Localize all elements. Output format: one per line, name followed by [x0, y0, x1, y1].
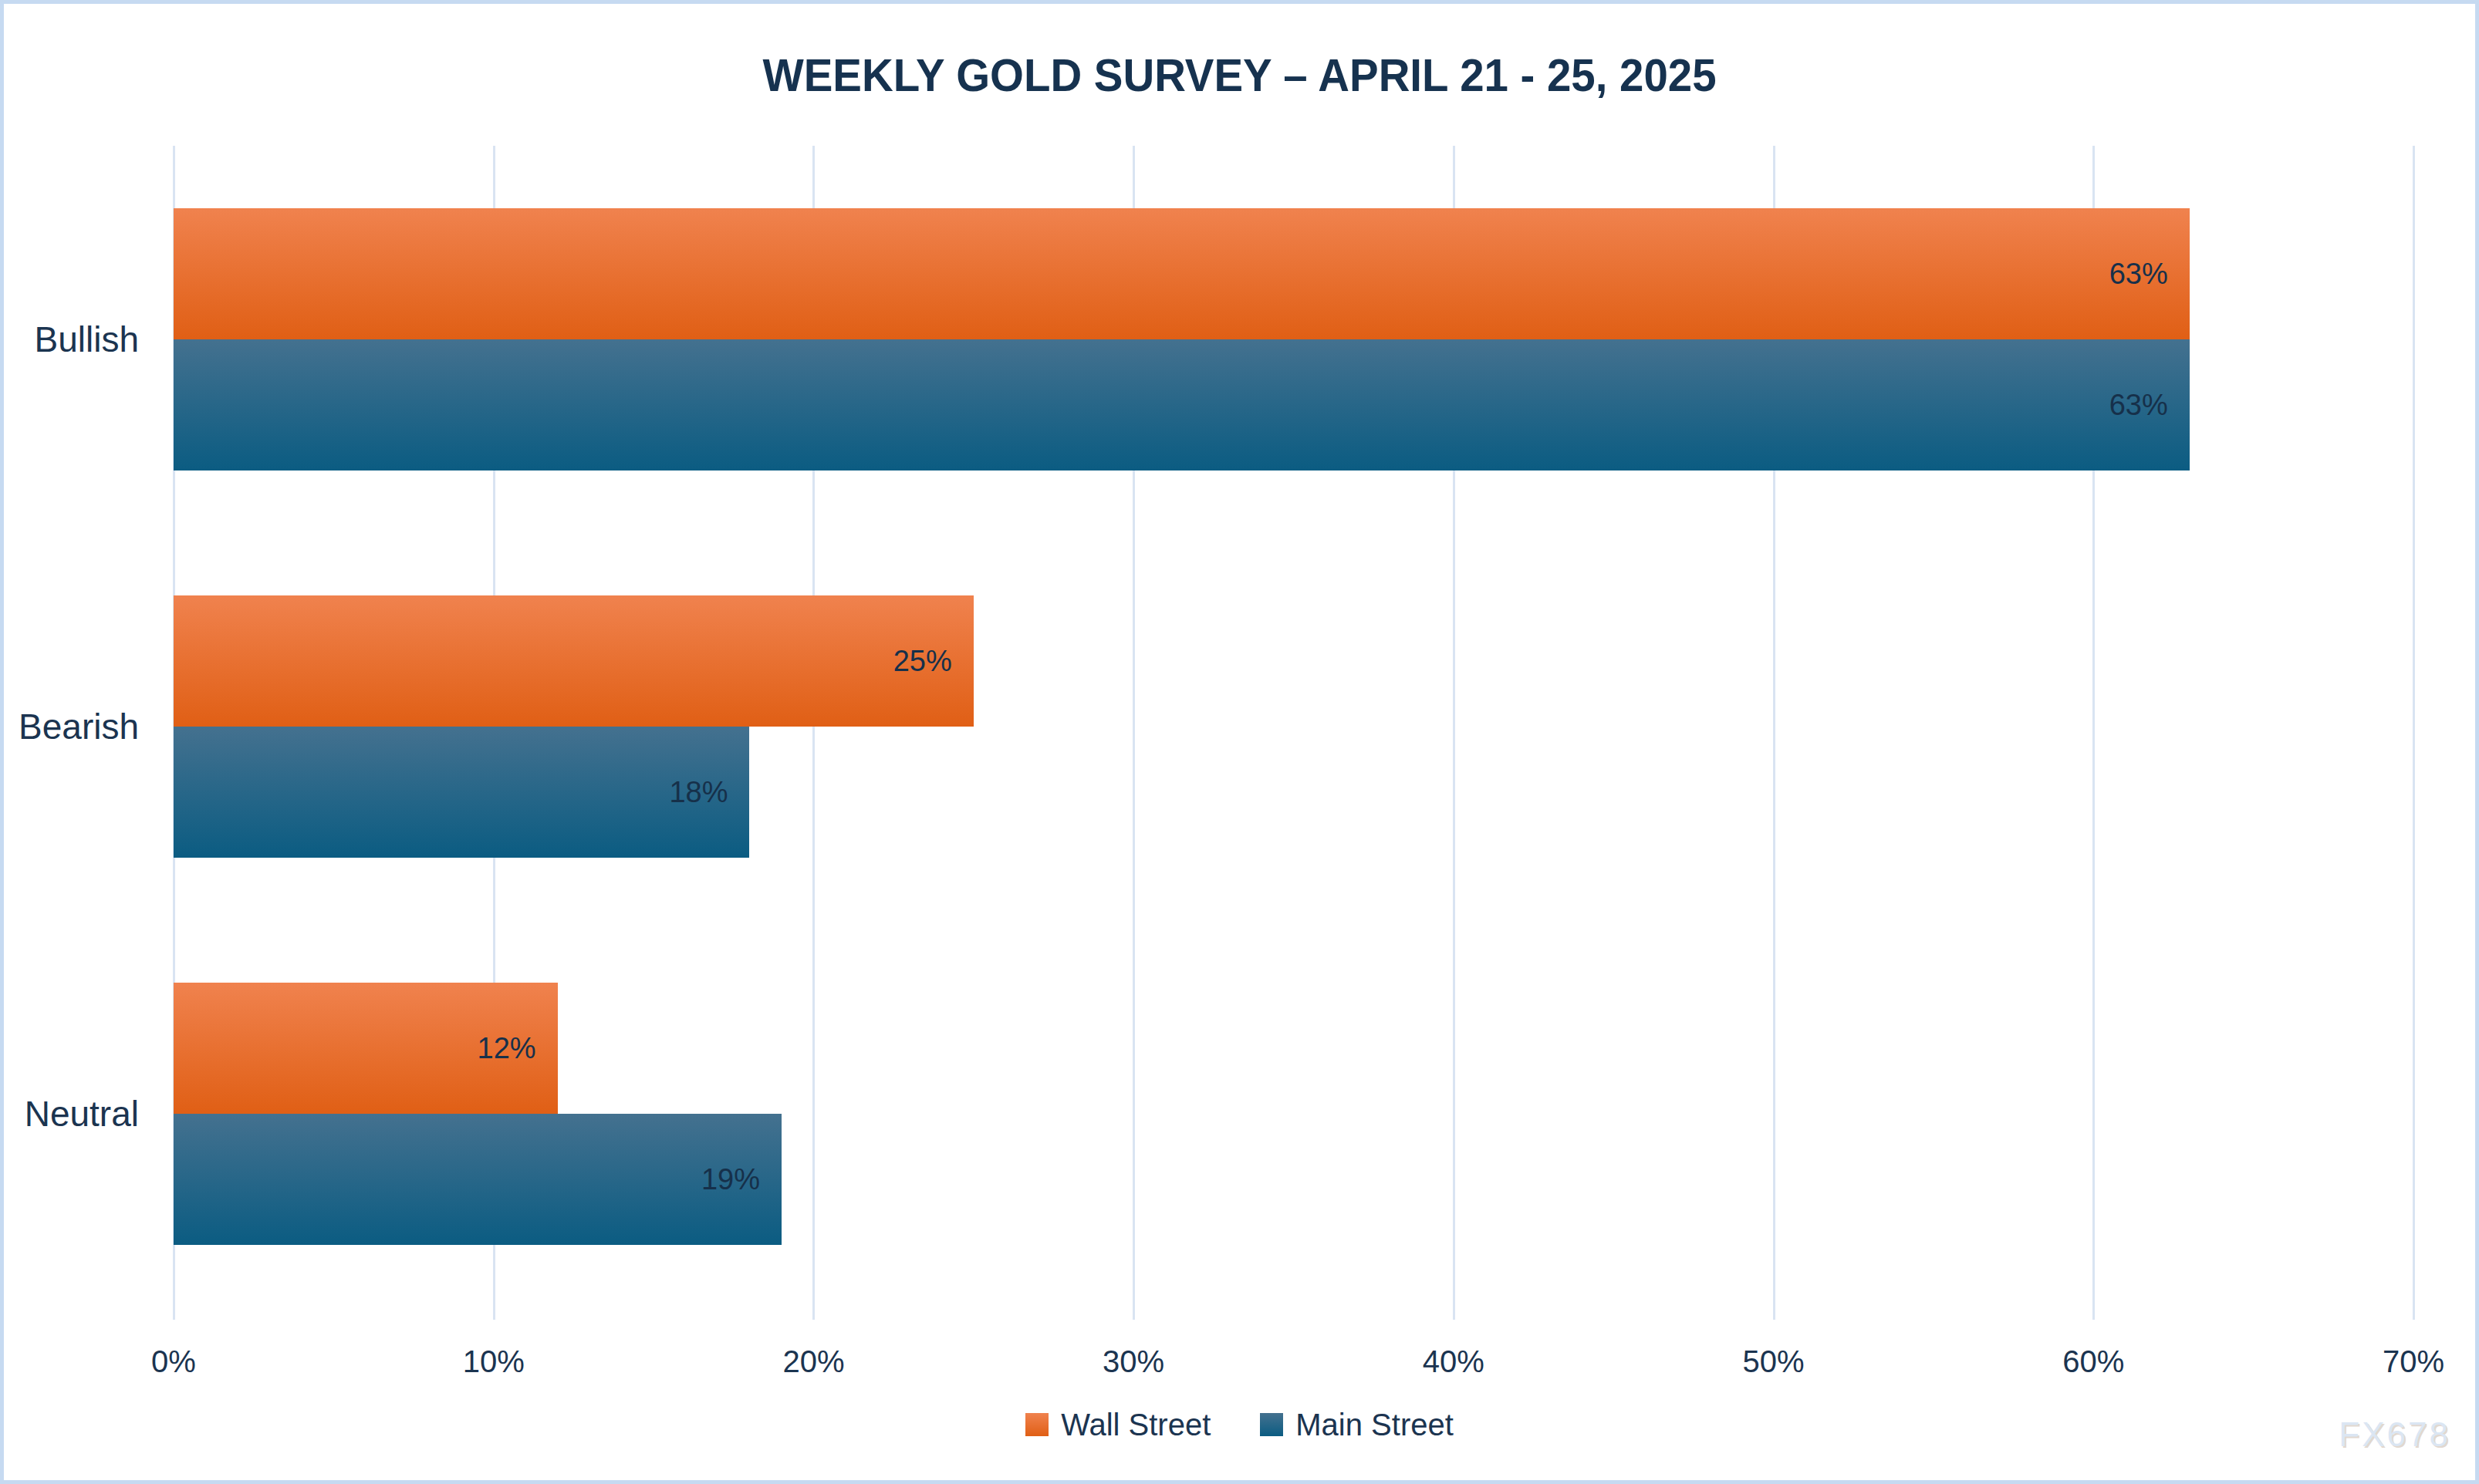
- legend-label: Main Street: [1295, 1408, 1454, 1442]
- chart-title: WEEKLY GOLD SURVEY – APRIL 21 - 25, 2025: [78, 49, 2401, 102]
- bar-group: 25% 18%: [174, 595, 2413, 858]
- category-label: Neutral: [25, 1093, 139, 1135]
- x-axis-tick-label: 40%: [1423, 1344, 1484, 1379]
- x-axis-tick-label: 20%: [782, 1344, 844, 1379]
- bar-group: 12% 19%: [174, 983, 2413, 1245]
- bar-main-street-neutral: 19%: [174, 1114, 782, 1245]
- bar-value-label: 18%: [669, 775, 728, 808]
- x-axis-tick-label: 0%: [151, 1344, 196, 1379]
- legend: Wall Street Main Street: [4, 1403, 2475, 1446]
- x-axis-tick-label: 60%: [2062, 1344, 2124, 1379]
- category-label: Bearish: [19, 706, 139, 747]
- bar-value-label: 63%: [2109, 257, 2168, 290]
- bar-wall-street-neutral: 12%: [174, 983, 558, 1114]
- legend-item-wall-street: Wall Street: [1025, 1408, 1211, 1442]
- bar-wall-street-bullish: 63%: [174, 208, 2190, 339]
- legend-swatch-icon: [1025, 1413, 1049, 1436]
- category-row-bearish: Bearish25%18%: [174, 533, 2413, 920]
- x-axis-tick-label: 50%: [1743, 1344, 1805, 1379]
- x-axis-tick-label: 10%: [463, 1344, 525, 1379]
- legend-item-main-street: Main Street: [1260, 1408, 1454, 1442]
- bar-value-label: 12%: [478, 1031, 536, 1064]
- plot-area: Bullish63%63%Bearish25%18%Neutral12%19%: [174, 146, 2413, 1307]
- bar-value-label: 63%: [2109, 388, 2168, 421]
- legend-swatch-icon: [1260, 1413, 1283, 1436]
- bar-main-street-bearish: 18%: [174, 727, 749, 858]
- legend-label: Wall Street: [1061, 1408, 1211, 1442]
- bar-wall-street-bearish: 25%: [174, 595, 974, 727]
- bar-value-label: 19%: [701, 1162, 760, 1196]
- chart-frame: WEEKLY GOLD SURVEY – APRIL 21 - 25, 2025…: [0, 0, 2479, 1484]
- category-row-bullish: Bullish63%63%: [174, 146, 2413, 533]
- x-axis-labels: 0%10%20%30%40%50%60%70%: [174, 1344, 2413, 1391]
- x-axis-tick-label: 30%: [1103, 1344, 1164, 1379]
- bar-group: 63% 63%: [174, 208, 2413, 470]
- bar-value-label: 25%: [893, 644, 952, 677]
- x-axis-tick-label: 70%: [2383, 1344, 2444, 1379]
- bar-main-street-bullish: 63%: [174, 339, 2190, 470]
- category-row-neutral: Neutral12%19%: [174, 920, 2413, 1307]
- category-label: Bullish: [34, 319, 139, 360]
- watermark: FX678: [2339, 1415, 2450, 1454]
